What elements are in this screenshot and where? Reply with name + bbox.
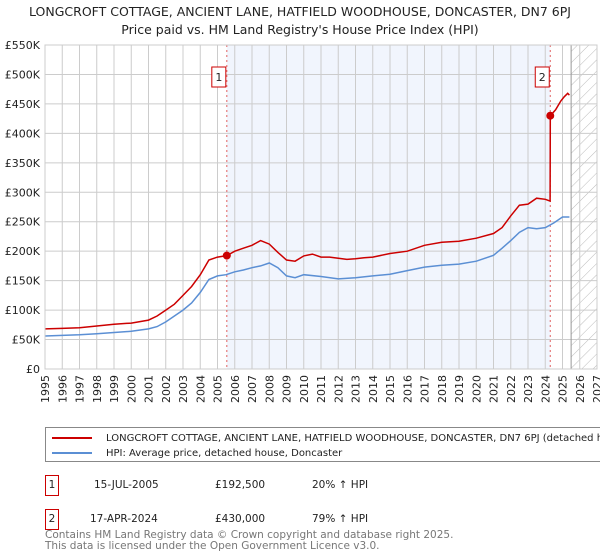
- x-tick-label: 2020: [470, 375, 483, 403]
- sale-price: £430,000: [215, 513, 266, 525]
- y-tick-label: £250K: [5, 216, 41, 229]
- y-tick-label: £450K: [5, 98, 41, 111]
- y-tick-label: £0: [26, 363, 40, 376]
- hpi-line: [44, 216, 570, 337]
- x-tick-label: 2019: [453, 375, 466, 403]
- sale-hpi: 20% ↑ HPI: [312, 479, 369, 491]
- x-tick-label: 2027: [591, 375, 600, 403]
- x-tick-label: 2004: [194, 375, 207, 403]
- sale-hpi: 79% ↑ HPI: [312, 513, 369, 525]
- x-tick-label: 2014: [367, 375, 380, 403]
- x-tick-label: 2017: [419, 375, 432, 403]
- legend-item-property: LONGCROFT COTTAGE, ANCIENT LANE, HATFIEL…: [46, 431, 600, 445]
- legend-label-property: LONGCROFT COTTAGE, ANCIENT LANE, HATFIEL…: [106, 432, 600, 444]
- red-line-swatch: [52, 437, 92, 439]
- x-tick-label: 2008: [263, 375, 276, 403]
- x-tick-label: 2022: [505, 375, 518, 403]
- sale-date: 15-JUL-2005: [94, 479, 159, 491]
- x-tick-label: 1995: [39, 375, 52, 403]
- x-tick-label: 2006: [229, 375, 242, 403]
- x-tick-label: 2021: [488, 375, 501, 403]
- blue-line-swatch: [52, 452, 92, 454]
- shaded-period: [226, 45, 551, 369]
- plot-border: [44, 44, 598, 370]
- x-tick-label: 2009: [281, 375, 294, 403]
- legend-label-hpi: HPI: Average price, detached house, Donc…: [106, 447, 343, 459]
- chart-subtitle: Price paid vs. HM Land Registry's House …: [121, 22, 479, 37]
- x-tick-label: 1997: [74, 375, 87, 403]
- y-tick-label: £500K: [5, 68, 41, 81]
- x-tick-label: 2000: [125, 375, 138, 403]
- x-tick-label: 1996: [56, 375, 69, 403]
- x-tick-label: 2005: [212, 375, 225, 403]
- sale-point: [546, 111, 555, 120]
- y-tick-label: £350K: [5, 157, 41, 170]
- x-tick-label: 2013: [350, 375, 363, 403]
- y-tick-label: £150K: [5, 275, 41, 288]
- x-tick-label: 2012: [332, 375, 345, 403]
- copyright-text: Contains HM Land Registry data © Crown c…: [45, 529, 454, 541]
- x-tick-label: 2016: [401, 375, 414, 403]
- licence-text: This data is licensed under the Open Gov…: [45, 540, 380, 552]
- x-tick-label: 2023: [522, 375, 535, 403]
- sale-row-2: 2 17-APR-2024 £430,000 79% ↑ HPI: [45, 509, 545, 530]
- y-tick-label: £300K: [5, 186, 41, 199]
- forecast-hatch: [571, 45, 597, 369]
- sale-price: £192,500: [215, 479, 266, 491]
- sale-point: [222, 251, 231, 260]
- sale-label-box: [211, 66, 227, 88]
- y-tick-label: £50K: [12, 334, 41, 347]
- y-tick-label: £200K: [5, 245, 41, 258]
- x-tick-label: 2007: [246, 375, 259, 403]
- legend-item-hpi: HPI: Average price, detached house, Donc…: [46, 446, 342, 460]
- x-tick-label: 2026: [574, 375, 587, 403]
- x-tick-label: 2003: [177, 375, 190, 403]
- chart-title: LONGCROFT COTTAGE, ANCIENT LANE, HATFIEL…: [29, 4, 571, 19]
- x-tick-label: 2025: [557, 375, 570, 403]
- x-tick-label: 2011: [315, 375, 328, 403]
- y-tick-label: £400K: [5, 127, 41, 140]
- footer: Contains HM Land Registry data © Crown c…: [45, 530, 453, 552]
- price-paid-line: [44, 92, 570, 330]
- y-tick-label: £550K: [5, 39, 41, 52]
- plot-area: 1995 1996 1997 1998 1999 2000 2001 2002 2003 2004…: [5, 39, 600, 403]
- sale-marker-2: 2: [45, 509, 59, 530]
- x-tick-label: 2024: [539, 375, 552, 403]
- x-tick-label: 1999: [108, 375, 121, 403]
- sale-label: 1: [215, 71, 222, 84]
- x-tick-label: 2010: [298, 375, 311, 403]
- legend: LONGCROFT COTTAGE, ANCIENT LANE, HATFIEL…: [45, 427, 600, 462]
- y-tick-label: £100K: [5, 304, 41, 317]
- x-tick-label: 2002: [160, 375, 173, 403]
- x-tick-label: 2001: [143, 375, 156, 403]
- sale-marker-1: 1: [45, 475, 59, 496]
- x-tick-label: 2015: [384, 375, 397, 403]
- sale-label-box: [534, 66, 550, 88]
- sale-date: 17-APR-2024: [90, 513, 158, 525]
- x-tick-label: 2018: [436, 375, 449, 403]
- sale-label: 2: [539, 71, 546, 84]
- x-tick-label: 1998: [91, 375, 104, 403]
- sale-row-1: 1 15-JUL-2005 £192,500 20% ↑ HPI: [45, 475, 545, 496]
